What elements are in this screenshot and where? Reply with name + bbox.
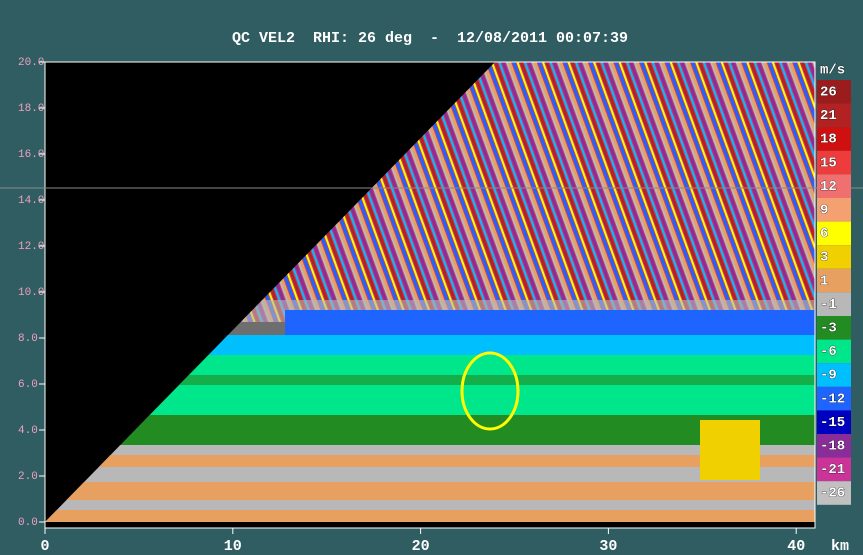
x-tick-label: 30 — [599, 538, 617, 555]
y-tick-label: 20.0 — [18, 57, 44, 69]
y-tick-label: 8.0 — [18, 333, 38, 345]
y-tick-label: 12.0 — [18, 241, 44, 253]
x-tick-label: 20 — [412, 538, 430, 555]
x-tick-label: 0 — [40, 538, 49, 555]
colorbar-label: -3 — [820, 321, 837, 337]
colorbar-label: -1 — [820, 297, 837, 313]
colorbar-label: -18 — [820, 439, 845, 455]
colorbar-label: 15 — [820, 155, 837, 171]
colorbar-label: 26 — [820, 85, 837, 101]
radar-display: QC VEL2 RHI: 26 deg - 12/08/2011 00:07:3… — [0, 0, 863, 555]
colorbar-label: -21 — [820, 462, 845, 478]
colorbar-label: 1 — [820, 273, 828, 289]
y-tick-label: 6.0 — [18, 379, 38, 391]
colorbar-label: 9 — [820, 203, 828, 219]
y-tick-label: 0.0 — [18, 517, 38, 529]
y-tick-label: 14.0 — [18, 195, 44, 207]
colorbar-label: 3 — [820, 250, 828, 266]
y-tick-label: 2.0 — [18, 471, 38, 483]
y-tick-label: 10.0 — [18, 287, 44, 299]
colorbar-label: -26 — [820, 486, 845, 502]
colorbar-label: 6 — [820, 226, 828, 242]
y-tick-label: 4.0 — [18, 425, 38, 437]
colorbar-unit: m/s — [820, 63, 845, 79]
colorbar-label: -15 — [820, 415, 845, 431]
y-tick-label: 16.0 — [18, 149, 44, 161]
x-tick-label: 10 — [224, 538, 242, 555]
colorbar-label: -6 — [820, 344, 837, 360]
colorbar-label: 21 — [820, 108, 837, 124]
y-tick-label: 18.0 — [18, 103, 44, 115]
x-tick-label: 40 — [787, 538, 805, 555]
colorbar-label: 18 — [820, 132, 837, 148]
chart-title: QC VEL2 RHI: 26 deg - 12/08/2011 00:07:3… — [232, 30, 628, 47]
colorbar-label: 12 — [820, 179, 837, 195]
colorbar-label: -9 — [820, 368, 837, 384]
colorbar-label: -12 — [820, 391, 845, 407]
x-unit: km — [831, 538, 849, 555]
